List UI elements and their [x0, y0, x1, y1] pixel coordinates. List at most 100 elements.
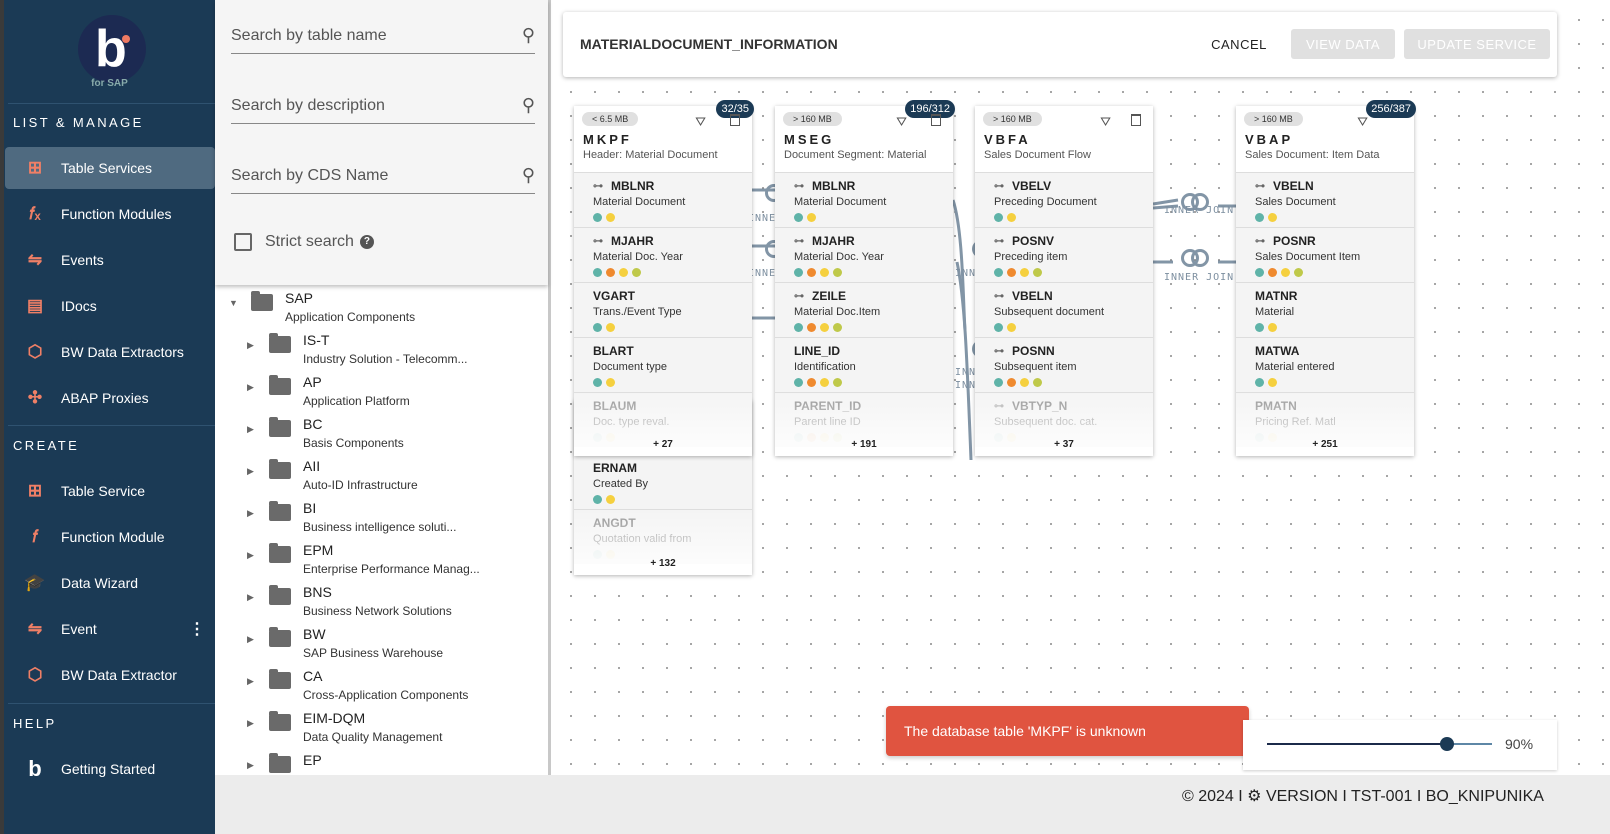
table-name-search[interactable]: ⚲ [231, 18, 535, 54]
sidebar-item-event[interactable]: ⇋ Event ⋮ [5, 608, 215, 650]
description-search[interactable]: ⚲ [231, 88, 535, 124]
sidebar-item-table-services[interactable]: ⊞ Table Services [5, 147, 215, 189]
tree-node[interactable]: ▼ SAP Application Components [229, 290, 415, 324]
field-row[interactable]: BLART Document type [574, 337, 752, 392]
filter-icon[interactable]: ⛛ [1357, 114, 1368, 129]
trash-icon[interactable] [1131, 114, 1141, 126]
field-row[interactable]: ⊶ ZEILE Material Doc.Item [775, 282, 953, 337]
tree-node[interactable]: ▶ BC Basis Components [247, 416, 404, 450]
sidebar-item-abap-proxies[interactable]: ✣ ABAP Proxies [5, 377, 215, 419]
indicator-dot-yellow [820, 378, 829, 387]
search-icon[interactable]: ⚲ [521, 25, 535, 45]
description-search-input[interactable] [231, 96, 522, 115]
tree-node[interactable]: ▶ AII Auto-ID Infrastructure [247, 458, 418, 492]
field-description: Created By [593, 478, 649, 490]
sidebar-item-bw-data-extractors[interactable]: ⬡ BW Data Extractors [5, 331, 215, 373]
more-fields-count[interactable]: + 191 [851, 439, 877, 450]
help-icon[interactable]: ? [359, 235, 374, 249]
more-vert-icon[interactable]: ⋮ [189, 621, 205, 638]
caret-right-icon[interactable]: ▶ [247, 676, 254, 686]
join-venn-icon[interactable] [1181, 193, 1209, 211]
sidebar-item-events[interactable]: ⇋ Events [5, 239, 215, 281]
trash-icon[interactable] [730, 114, 740, 126]
field-row[interactable]: ⊶ VBELN Sales Document [1236, 172, 1414, 227]
field-row[interactable]: ⊶ POSNN Subsequent item [975, 337, 1153, 392]
zoom-slider-thumb[interactable] [1440, 737, 1454, 751]
field-description: Material Doc.Item [794, 306, 881, 318]
join-type-label[interactable]: INNER JOIN [1164, 205, 1235, 216]
join-type-label[interactable]: INNER JOIN [1164, 272, 1235, 283]
field-row[interactable]: ⊶ VBELN Subsequent document [975, 282, 1153, 337]
strict-search-checkbox[interactable]: Strict search? [234, 233, 374, 251]
field-description: Sales Document [1255, 196, 1336, 208]
field-row[interactable]: ⊶ MBLNR Material Document [775, 172, 953, 227]
zoom-slider[interactable] [1267, 737, 1492, 751]
caret-right-icon[interactable]: ▶ [247, 466, 254, 476]
more-fields-count[interactable]: + 132 [650, 558, 676, 569]
field-row[interactable]: ERNAM Created By [574, 454, 752, 509]
sidebar-item-table-service[interactable]: ⊞ Table Service [5, 470, 215, 512]
caret-right-icon[interactable]: ▶ [247, 508, 254, 518]
tree-node[interactable]: ▶ BW SAP Business Warehouse [247, 626, 443, 660]
field-name-text: MATWA [1255, 344, 1300, 358]
filter-icon[interactable]: ⛛ [896, 114, 907, 129]
tree-node[interactable]: ▶ CA Cross-Application Components [247, 668, 468, 702]
zoom-control: 90% [1243, 720, 1557, 770]
field-row[interactable]: ⊶ VBELV Preceding Document [975, 172, 1153, 227]
caret-down-icon[interactable]: ▼ [229, 298, 238, 308]
field-row[interactable]: MATNR Material [1236, 282, 1414, 337]
table-card-vbap[interactable]: > 160 MB 256/387 ⛛ VBAP Sales Document: Item… [1236, 100, 1416, 456]
sidebar-item-data-wizard[interactable]: 🎓 Data Wizard [5, 562, 215, 604]
caret-right-icon[interactable]: ▶ [247, 382, 254, 392]
field-row[interactable]: MATWA Material entered [1236, 337, 1414, 392]
tree-node-desc: Industry Solution - Telecomm... [303, 352, 468, 366]
tree-node[interactable]: ▶ BI Business intelligence soluti... [247, 500, 456, 534]
caret-right-icon[interactable]: ▶ [247, 760, 254, 770]
more-fields-count[interactable]: + 27 [653, 439, 673, 450]
tree-node[interactable]: ▶ BNS Business Network Solutions [247, 584, 452, 618]
sidebar-item-function-modules[interactable]: 𝑓ₓ Function Modules [5, 193, 215, 235]
table-name-search-input[interactable] [231, 26, 522, 45]
sidebar-item-idocs[interactable]: ▤ IDocs [5, 285, 215, 327]
caret-right-icon[interactable]: ▶ [247, 340, 254, 350]
checkbox-box[interactable] [234, 233, 252, 251]
sidebar-item-function-module[interactable]: 𝑓 Function Module [5, 516, 215, 558]
table-card-vbfa[interactable]: > 160 MB ⛛ VBFA Sales Document Flow ⊶ VBELV Pr… [975, 106, 1153, 456]
update-service-button[interactable]: UPDATE SERVICE [1404, 29, 1550, 59]
filter-icon[interactable]: ⛛ [695, 114, 706, 129]
search-icon[interactable]: ⚲ [521, 165, 535, 185]
more-fields-count[interactable]: + 37 [1054, 439, 1074, 450]
trash-icon[interactable] [931, 114, 941, 126]
tree-node[interactable]: ▶ EP [247, 752, 322, 773]
field-row[interactable]: ⊶ MBLNR Material Document [574, 172, 752, 227]
caret-right-icon[interactable]: ▶ [247, 634, 254, 644]
cancel-button[interactable]: CANCEL [1211, 36, 1267, 52]
cds-name-search-input[interactable] [231, 166, 522, 185]
filter-icon[interactable]: ⛛ [1100, 114, 1111, 129]
caret-right-icon[interactable]: ▶ [247, 718, 254, 728]
field-row[interactable]: LINE_ID Identification [775, 337, 953, 392]
sidebar-item-bw-data-extractor[interactable]: ⬡ BW Data Extractor [5, 654, 215, 696]
field-row[interactable]: ⊶ MJAHR Material Doc. Year [574, 227, 752, 282]
more-fields-count[interactable]: + 251 [1312, 439, 1338, 450]
field-row[interactable]: ⊶ POSNV Preceding item [975, 227, 1153, 282]
tree-node[interactable]: ▶ EPM Enterprise Performance Manag... [247, 542, 480, 576]
field-row[interactable]: VGART Trans./Event Type [574, 282, 752, 337]
app-logo[interactable]: b [78, 15, 146, 83]
tree-node[interactable]: ▶ IS-T Industry Solution - Telecomm... [247, 332, 468, 366]
field-row[interactable]: ⊶ MJAHR Material Doc. Year [775, 227, 953, 282]
table-card-mseg[interactable]: > 160 MB 196/312 ⛛ MSEG Document Segment: Ma… [775, 100, 955, 456]
cds-name-search[interactable]: ⚲ [231, 158, 535, 194]
caret-right-icon[interactable]: ▶ [247, 550, 254, 560]
join-venn-icon[interactable] [1181, 249, 1209, 267]
tree-node[interactable]: ▶ AP Application Platform [247, 374, 410, 408]
view-data-button[interactable]: VIEW DATA [1291, 29, 1395, 59]
sidebar-item-getting-started[interactable]: b Getting Started [5, 748, 215, 790]
table-card-mkpf[interactable]: < 6.5 MB 32/35 ⛛ MKPF Header: Material Docum… [574, 100, 754, 456]
search-icon[interactable]: ⚲ [521, 95, 535, 115]
caret-right-icon[interactable]: ▶ [247, 592, 254, 602]
caret-right-icon[interactable]: ▶ [247, 424, 254, 434]
field-row[interactable]: ⊶ POSNR Sales Document Item [1236, 227, 1414, 282]
tree-node[interactable]: ▶ EIM-DQM Data Quality Management [247, 710, 442, 744]
